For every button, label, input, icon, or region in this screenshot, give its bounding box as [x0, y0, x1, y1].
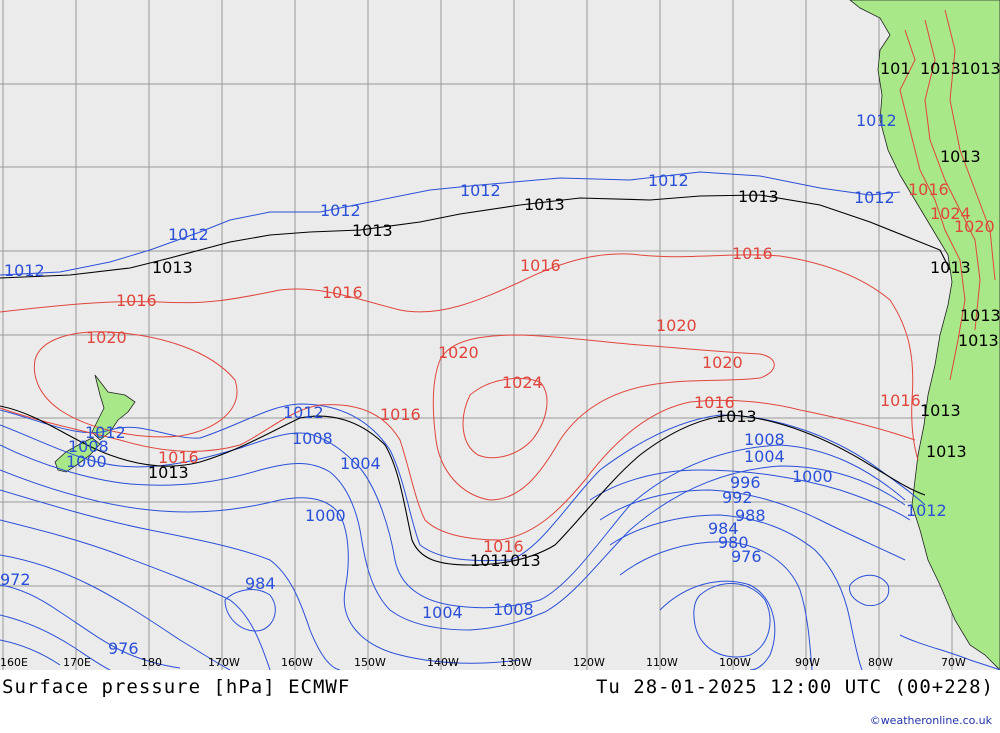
isobar-label: 1013	[738, 187, 779, 206]
tick-label: 70W	[941, 656, 966, 669]
isobar-label: 996	[730, 473, 761, 492]
tick-label: 130W	[500, 656, 532, 669]
isobar-labels-red: 1016 1016 1016 1016 1016 1016 1016 1016 …	[86, 180, 995, 556]
isobar-label: 1016	[732, 244, 773, 263]
tick-label: 140W	[427, 656, 459, 669]
isobar-label: 1016	[483, 537, 524, 556]
isobar-label: 1013	[960, 59, 1000, 78]
isobar-label: 1024	[930, 204, 971, 223]
isobar-label: 1016	[880, 391, 921, 410]
longitude-ticks: 160E 170E 180 170W 160W 150W 140W 130W 1…	[0, 656, 966, 669]
tick-label: 160W	[281, 656, 313, 669]
isobar-label: 1016	[116, 291, 157, 310]
isobar-label: 972	[0, 570, 31, 589]
isobar-label: 1013	[926, 442, 967, 461]
isobar-labels-blue: 1012 1012 1012 1012 1012 1012 1012 1012 …	[0, 111, 947, 658]
isobar-label: 1000	[792, 467, 833, 486]
isobar-label: 1020	[86, 328, 127, 347]
isobar-label: 1020	[954, 217, 995, 236]
tick-label: 160E	[0, 656, 28, 669]
tick-label: 90W	[795, 656, 820, 669]
isobar-label: 1008	[68, 437, 109, 456]
landmasses	[54, 0, 1000, 670]
isobar-label: 1012	[460, 181, 501, 200]
isobar-label: 1013	[920, 59, 961, 78]
isobar-labels-black: 1013 1013 1013 1013 1013 1013 1013 1013 …	[148, 59, 1000, 570]
isobar-label: 1008	[292, 429, 333, 448]
isobar-label: 1013	[958, 331, 999, 350]
isobar-label: 1012	[283, 403, 324, 422]
new-zealand-north-island	[91, 374, 136, 441]
isobar-label: 1013	[352, 221, 393, 240]
isobar-label: 1000	[66, 452, 107, 471]
isobar-label: 1016	[380, 405, 421, 424]
isobar-label: 984	[245, 574, 276, 593]
isobar-label: 1008	[493, 600, 534, 619]
isobar-label: 992	[722, 488, 753, 507]
isobar-label: 1012	[168, 225, 209, 244]
isobar-label: 1024	[502, 373, 543, 392]
isobar-label: 101	[470, 551, 501, 570]
tick-label: 170W	[208, 656, 240, 669]
isobar-label: 1004	[744, 447, 785, 466]
isobar-label: 976	[108, 639, 139, 658]
isobar-label: 1012	[906, 501, 947, 520]
isobar-label: 1012	[85, 423, 126, 442]
tick-label: 100W	[719, 656, 751, 669]
isobar-label: 1013	[148, 463, 189, 482]
isobar-label: 1013	[930, 258, 971, 277]
map-canvas: 160E 170E 180 170W 160W 150W 140W 130W 1…	[0, 0, 1000, 670]
isobar-label: 1016	[520, 256, 561, 275]
chart-title: Surface pressure [hPa] ECMWF	[2, 676, 351, 698]
isobar-label: 1012	[856, 111, 897, 130]
isobar-label: 1016	[158, 448, 199, 467]
isobars-black	[0, 194, 951, 566]
isobar-label: 1020	[438, 343, 479, 362]
isobar-label: 1000	[305, 506, 346, 525]
isobar-label: 976	[731, 547, 762, 566]
isobar-label: 1016	[908, 180, 949, 199]
tick-label: 180	[141, 656, 162, 669]
isobar-label: 1013	[152, 258, 193, 277]
tick-label: 170E	[63, 656, 91, 669]
isobars-blue	[0, 171, 1000, 670]
pressure-map: 160E 170E 180 170W 160W 150W 140W 130W 1…	[0, 0, 1000, 670]
isobar-label: 1012	[4, 261, 45, 280]
isobar-label: 1012	[648, 171, 689, 190]
isobar-label: 988	[735, 506, 766, 525]
isobar-label: 1016	[322, 283, 363, 302]
isobar-label: 1020	[656, 316, 697, 335]
isobar-label: 1012	[320, 201, 361, 220]
tick-label: 120W	[573, 656, 605, 669]
tick-label: 110W	[646, 656, 678, 669]
isobars-red	[0, 253, 919, 541]
isobar-label: 1012	[854, 188, 895, 207]
isobar-label: 1013	[524, 195, 565, 214]
south-america-land	[849, 0, 1000, 670]
isobar-label: 1016	[694, 393, 735, 412]
isobar-label: 101	[880, 59, 911, 78]
tick-label: 80W	[868, 656, 893, 669]
new-zealand-south-island	[54, 437, 101, 473]
isobar-label: 1013	[500, 551, 541, 570]
isobar-label: 1013	[960, 306, 1000, 325]
isobar-label: 1004	[422, 603, 463, 622]
isobar-label: 1013	[940, 147, 981, 166]
isobar-label: 1013	[716, 407, 757, 426]
valid-datetime: Tu 28-01-2025 12:00 UTC (00+228)	[595, 676, 994, 698]
isobar-label: 1004	[340, 454, 381, 473]
source-credit[interactable]: ©weatheronline.co.uk	[869, 714, 992, 727]
isobar-label: 1013	[920, 401, 961, 420]
isobar-label: 1008	[744, 430, 785, 449]
tick-label: 150W	[354, 656, 386, 669]
isobar-label: 1020	[702, 353, 743, 372]
isobar-label: 980	[718, 533, 749, 552]
isobar-label: 984	[708, 519, 739, 538]
andes-relief	[899, 9, 996, 381]
